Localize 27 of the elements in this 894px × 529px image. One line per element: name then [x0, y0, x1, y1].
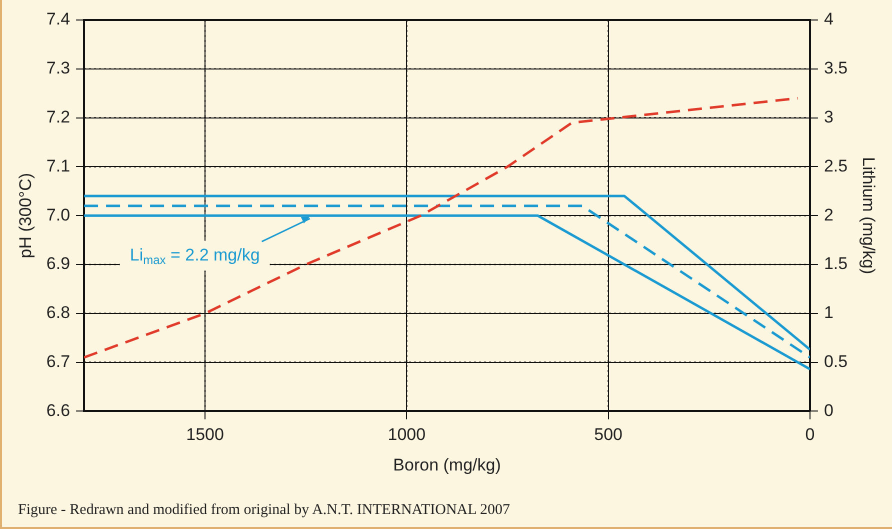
x-tick-label: 1500 [186, 425, 224, 444]
y-tick-label: 6.7 [46, 352, 70, 371]
y-tick-label: 6.8 [46, 303, 70, 322]
y2-tick-label: 3.5 [824, 58, 848, 78]
text: Figure - Redrawn and modified from original by A.N.T. INTERNATIONAL 2007 [18, 502, 510, 519]
y2-tick-label: 2 [824, 205, 834, 224]
y-tick-label: 7.4 [46, 10, 70, 29]
x-tick-label: 1000 [388, 425, 426, 444]
y2-tick-label: 4 [824, 10, 834, 29]
y2-tick-label: 1.5 [824, 254, 848, 274]
y-axis-title: pH (300°C) [16, 172, 35, 258]
y2-tick-label: 0.5 [824, 352, 848, 371]
y-tick-label: 7.0 [46, 205, 70, 224]
y2-tick-label: 3 [824, 107, 834, 126]
line-series [84, 96, 800, 359]
x-axis-title: Boron (mg/kg) [393, 455, 501, 474]
y2-axis-title: Lithium (mg/kg) [859, 157, 878, 274]
y-tick-label: 6.6 [46, 400, 70, 420]
x-tick-label: 0 [805, 425, 815, 444]
y-tick-label: 6.9 [46, 254, 70, 274]
y-tick-label: 7.3 [46, 58, 70, 78]
y2-tick-label: 1 [824, 303, 834, 322]
y-tick-label: 7.1 [46, 156, 70, 176]
y2-tick-label: 0 [824, 400, 834, 420]
x-tick-label: 500 [594, 425, 623, 444]
y2-tick-label: 2.5 [824, 156, 848, 176]
y-tick-label: 7.2 [46, 107, 70, 126]
